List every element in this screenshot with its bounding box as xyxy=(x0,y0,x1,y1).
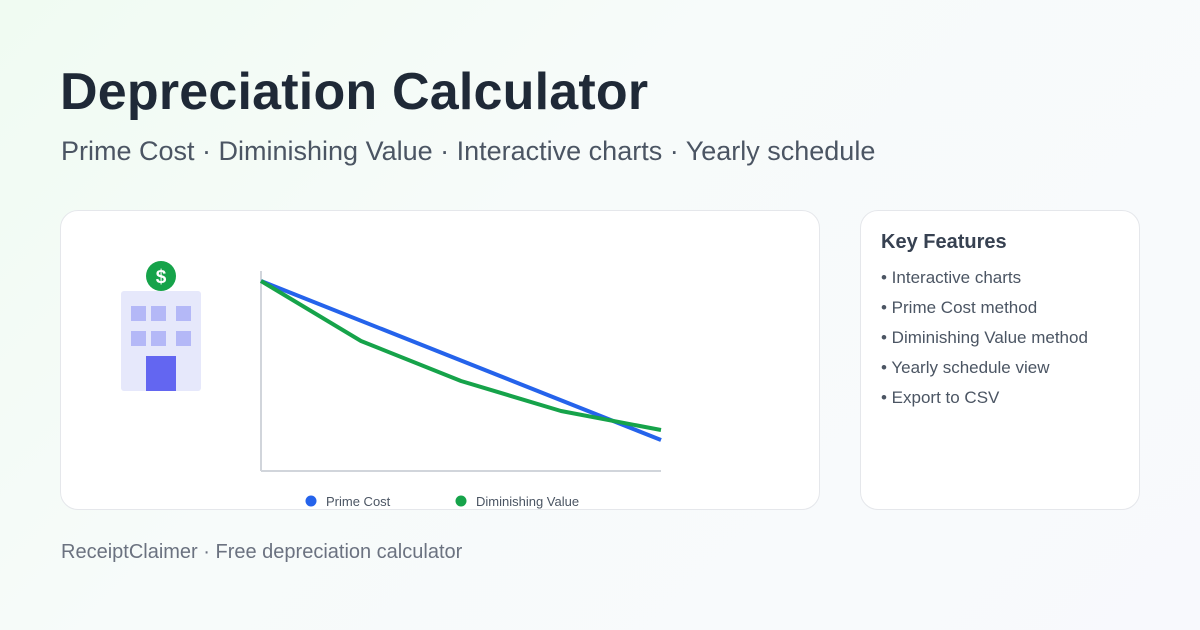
series-diminishing-value xyxy=(259,279,662,432)
feature-item: • Export to CSV xyxy=(881,388,1000,407)
legend-dot-prime-cost xyxy=(305,495,317,507)
legend-label-prime-cost: Prime Cost xyxy=(326,494,391,509)
features-title: Key Features xyxy=(881,231,1007,253)
page-subtitle: Prime Cost · Diminishing Value · Interac… xyxy=(61,136,876,166)
page-title: Depreciation Calculator xyxy=(60,63,649,121)
dollar-icon: $ xyxy=(156,267,167,288)
feature-item: • Yearly schedule view xyxy=(881,358,1050,377)
chart-card: $ Prime Cost Diminishing Value xyxy=(60,210,820,510)
footer-text: ReceiptClaimer · Free depreciation calcu… xyxy=(61,541,463,563)
building-with-dollar-icon: $ xyxy=(121,261,201,391)
legend-label-diminishing-value: Diminishing Value xyxy=(476,494,579,509)
feature-item: • Diminishing Value method xyxy=(881,328,1088,347)
chart-svg: $ Prime Cost Diminishing Value xyxy=(121,261,662,509)
features-list: • Interactive charts • Prime Cost method… xyxy=(881,268,1119,418)
feature-item: • Interactive charts xyxy=(881,268,1022,287)
key-features-card: Key Features • Interactive charts • Prim… xyxy=(860,210,1140,510)
series-prime-cost xyxy=(260,279,662,442)
feature-item: • Prime Cost method xyxy=(881,298,1038,317)
legend-dot-diminishing-value xyxy=(455,495,467,507)
chart-legend: Prime Cost Diminishing Value xyxy=(305,494,579,509)
